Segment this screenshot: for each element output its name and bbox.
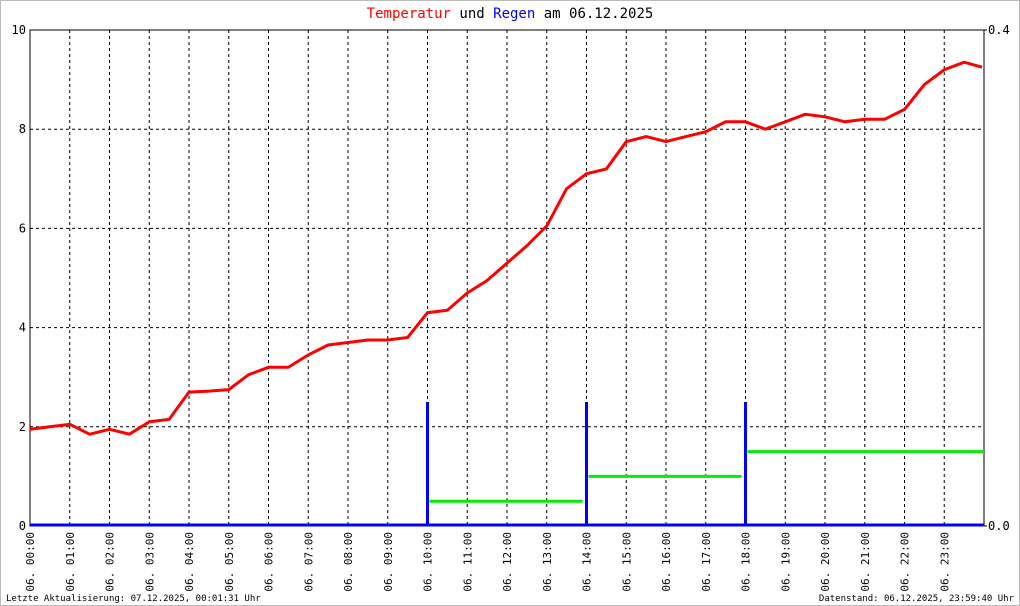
series-line (29, 60, 983, 436)
y2-tick-label: 0.4 (988, 23, 1010, 37)
x-tick-label: 06. 09:00 (382, 532, 395, 592)
series-line (429, 450, 984, 503)
chart-title: Temperatur und Regen am 06.12.2025 (367, 6, 654, 22)
x-tick-label: 06. 23:00 (938, 532, 951, 592)
x-tick-label: 06. 18:00 (740, 532, 753, 592)
x-tick-label: 06. 19:00 (779, 532, 792, 592)
x-tick-label: 06. 11:00 (461, 532, 474, 592)
y-tick-label: 6 (19, 221, 26, 235)
x-tick-label: 06. 12:00 (501, 532, 514, 592)
y-tick-label: 4 (19, 321, 26, 335)
x-tick-label: 06. 05:00 (223, 532, 236, 592)
x-tick-label: 06. 00:00 (24, 532, 37, 592)
x-tick-label: 06. 10:00 (422, 532, 435, 592)
x-tick-label: 06. 21:00 (859, 532, 872, 592)
x-tick-label: 06. 02:00 (104, 532, 117, 592)
x-tick-label: 06. 04:00 (183, 532, 196, 592)
y2-tick-label: 0.0 (988, 519, 1010, 533)
footer-left: Letzte Aktualisierung: 07.12.2025, 00:01… (6, 594, 261, 604)
y-tick-label: 10 (12, 23, 26, 37)
x-tick-label: 06. 13:00 (541, 532, 554, 592)
x-tick-label: 06. 07:00 (302, 532, 315, 592)
x-tick-label: 06. 17:00 (700, 532, 713, 592)
x-tick-label: 06. 20:00 (819, 532, 832, 592)
x-tick-label: 06. 06:00 (263, 532, 276, 592)
x-tick-label: 06. 01:00 (64, 532, 77, 592)
y-tick-label: 0 (19, 519, 26, 533)
y-tick-label: 8 (19, 122, 26, 136)
x-tick-label: 06. 15:00 (620, 532, 633, 592)
x-tick-label: 06. 14:00 (581, 532, 594, 592)
x-tick-label: 06. 16:00 (660, 532, 673, 592)
title-part: und (459, 6, 484, 22)
title-part: Temperatur (367, 6, 451, 22)
title-part: Regen (493, 6, 535, 22)
title-part: am 06.12.2025 (544, 6, 654, 22)
y-tick-label: 2 (19, 420, 26, 434)
footer-right: Datenstand: 06.12.2025, 23:59:40 Uhr (819, 594, 1015, 604)
x-tick-label: 06. 22:00 (899, 532, 912, 592)
x-tick-label: 06. 03:00 (143, 532, 156, 592)
x-tick-label: 06. 08:00 (342, 532, 355, 592)
